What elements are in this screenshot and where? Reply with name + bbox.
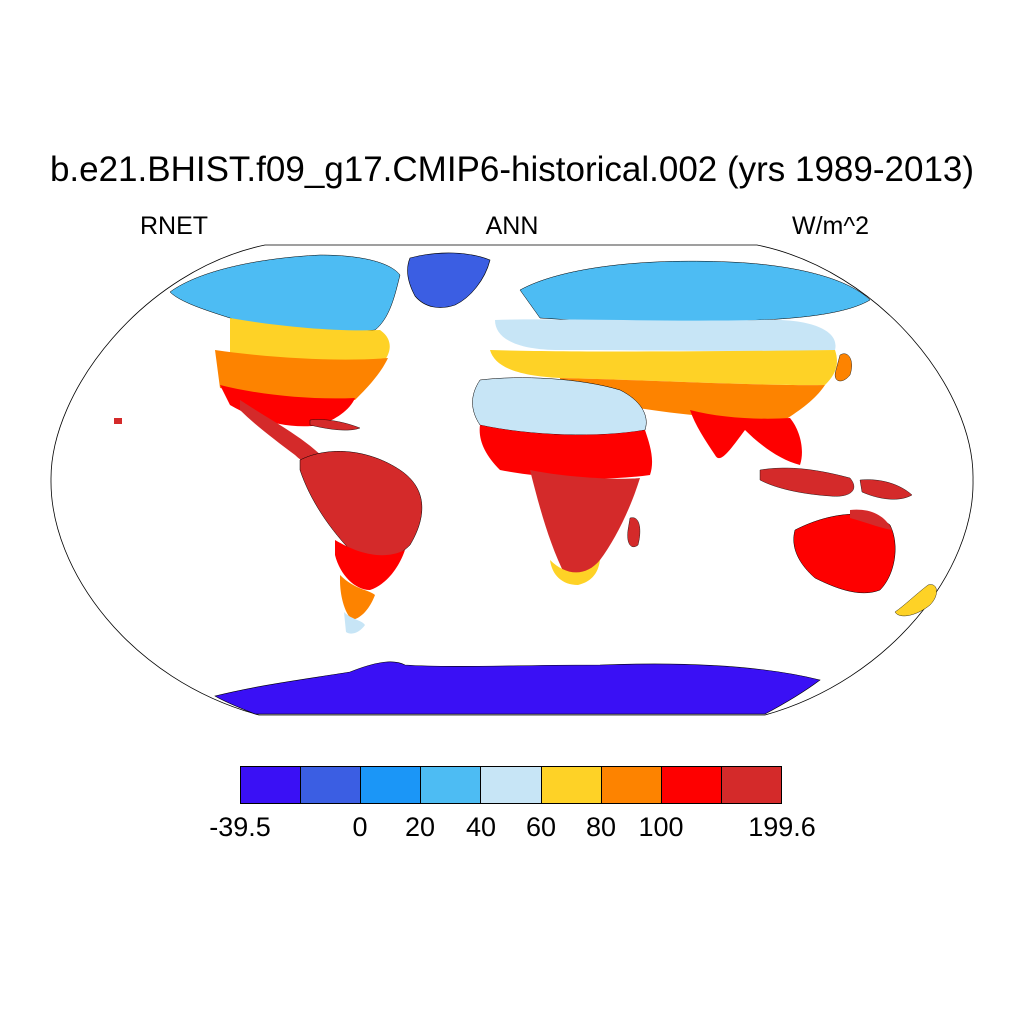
plot-title: b.e21.BHIST.f09_g17.CMIP6-historical.002… <box>49 150 975 189</box>
colorbar-label-max: 199.6 <box>748 812 816 842</box>
new-zealand <box>894 584 937 617</box>
season-label: ANN <box>485 212 539 240</box>
hawaii <box>114 418 122 424</box>
colorbar-bin-2 <box>301 767 362 803</box>
colorbar <box>240 766 782 804</box>
variable-label: RNET <box>140 212 209 240</box>
colorbar-bin-4 <box>421 767 482 803</box>
colorbar-label-40: 40 <box>465 812 497 842</box>
colorbar-bin-9 <box>721 767 781 803</box>
caribbean <box>309 419 361 431</box>
colorbar-bin-7 <box>601 767 662 803</box>
units-label: W/m^2 <box>792 212 870 240</box>
antarctica <box>214 661 821 715</box>
colorbar-label-60: 60 <box>525 812 557 842</box>
australia <box>793 509 896 594</box>
colorbar-bin-5 <box>481 767 542 803</box>
colorbar-bin-6 <box>541 767 602 803</box>
madagascar <box>627 517 641 548</box>
colorbar-bin-8 <box>661 767 722 803</box>
greenland <box>407 252 491 308</box>
colorbar-label-0: 0 <box>352 812 368 842</box>
colorbar-bin-1 <box>241 767 302 803</box>
eurasia <box>490 260 871 465</box>
south-america <box>299 451 423 634</box>
colorbar-label-80: 80 <box>585 812 617 842</box>
colorbar-label-100: 100 <box>638 812 684 842</box>
indonesia <box>759 467 913 500</box>
colorbar-label-20: 20 <box>404 812 436 842</box>
colorbar-bin-3 <box>361 767 422 803</box>
africa <box>472 377 653 585</box>
colorbar-label-min: -39.5 <box>209 812 271 842</box>
north-america <box>169 254 401 467</box>
japan <box>834 353 852 382</box>
